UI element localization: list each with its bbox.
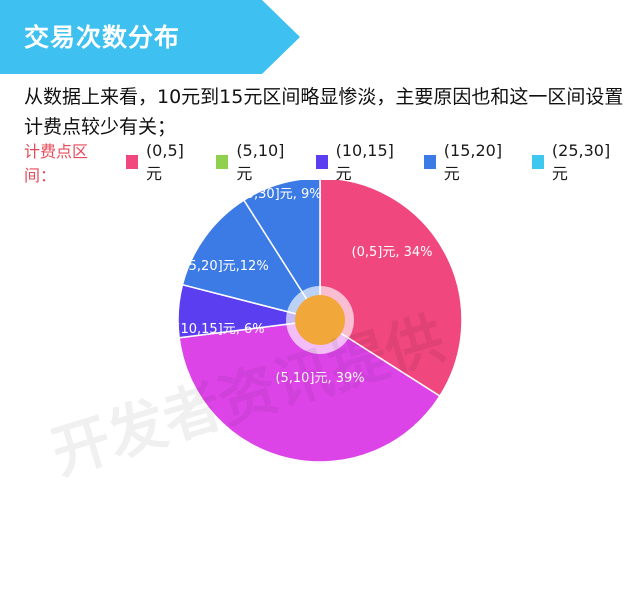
legend-title: 计费点区间：: [24, 142, 89, 185]
pie-slice: [181, 199, 322, 322]
section-banner: [0, 0, 300, 74]
legend-swatch: [315, 155, 328, 169]
slice-label: (25,30]元, 9%: [232, 187, 321, 202]
legend-label: (0,5]元: [145, 140, 184, 183]
pie-slice: [178, 319, 441, 463]
legend-item: (10,15]元: [315, 140, 400, 184]
legend-swatch: [125, 155, 138, 169]
slice-label: (0,5]元, 34%: [352, 245, 433, 260]
legend-swatch: [423, 155, 436, 169]
legend-label: (10,15]元: [335, 140, 394, 183]
legend-item: (25,30]元: [531, 140, 616, 184]
legend-swatch: [531, 155, 544, 169]
slice-label: (10,15]元, 6%: [175, 322, 264, 337]
description-text: 从数据上来看，10元到15元区间略显惨淡，主要原因也和这一区间设置计费点较少有关…: [24, 86, 624, 138]
legend-item: (15,20]元: [423, 140, 508, 184]
slice-label: (15,20]元,12%: [175, 259, 268, 274]
legend-label: (15,20]元: [443, 140, 503, 183]
legend-item: (5,10]元: [216, 141, 291, 184]
pie-slice: [242, 180, 321, 323]
pie-chart: (0,5]元, 34% (5,10]元, 39% (10,15]元, 6% (15,2…: [175, 180, 463, 463]
legend-item: (0,5]元: [125, 140, 192, 184]
legend-swatch: [216, 155, 229, 169]
section-title: 交易次数分布: [24, 23, 181, 52]
center-dot: [295, 295, 345, 345]
chart-legend: 计费点区间： (0,5]元 (5,10]元 (10,15]元 (15,20]元 …: [24, 141, 640, 186]
slice-label: (5,10]元, 39%: [275, 371, 364, 386]
legend-label: (25,30]元: [551, 140, 611, 183]
legend-label: (5,10]元: [236, 140, 285, 183]
